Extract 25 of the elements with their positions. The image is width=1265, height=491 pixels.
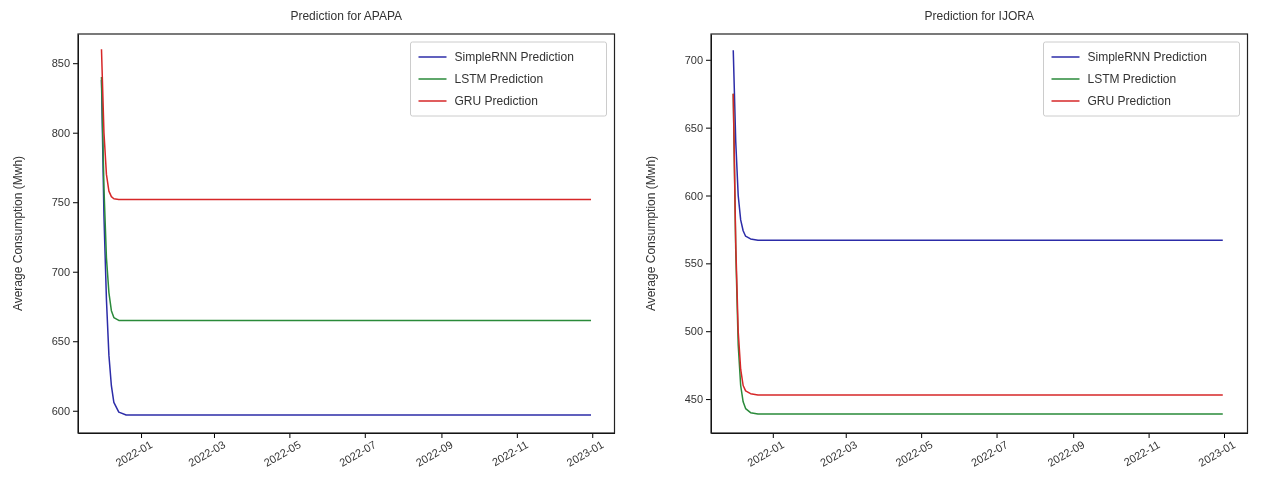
line-series: [100, 76, 592, 322]
y-axis-title: Average Consumption (Mwh): [11, 155, 25, 312]
y-tick-label: 800: [51, 126, 70, 139]
legend-label: GRU Prediction: [454, 94, 538, 108]
chart-title: Prediction for IJORA: [924, 9, 1034, 23]
y-tick-label: 600: [684, 189, 703, 202]
y-tick-label: 850: [51, 57, 70, 70]
y-tick-label: 700: [684, 53, 703, 66]
legend-label: LSTM Prediction: [1087, 72, 1176, 86]
y-tick-label: 650: [51, 335, 70, 348]
legend-label: LSTM Prediction: [454, 72, 544, 86]
y-tick-label: 650: [684, 121, 703, 134]
y-tick-label: 700: [51, 265, 70, 278]
legend-label: GRU Prediction: [1087, 94, 1171, 108]
y-tick-label: 750: [51, 196, 70, 209]
y-tick-label: 600: [51, 404, 70, 417]
y-tick-label: 500: [684, 325, 703, 338]
line-series: [732, 49, 1224, 242]
y-tick-label: 450: [684, 393, 703, 406]
chart-title: Prediction for APAPA: [290, 9, 403, 23]
legend-label: SimpleRNN Prediction: [1087, 50, 1207, 64]
legend-label: SimpleRNN Prediction: [454, 50, 574, 64]
line-series: [100, 48, 592, 201]
y-tick-label: 550: [684, 257, 703, 270]
y-axis-title: Average Consumption (Mwh): [643, 155, 658, 312]
